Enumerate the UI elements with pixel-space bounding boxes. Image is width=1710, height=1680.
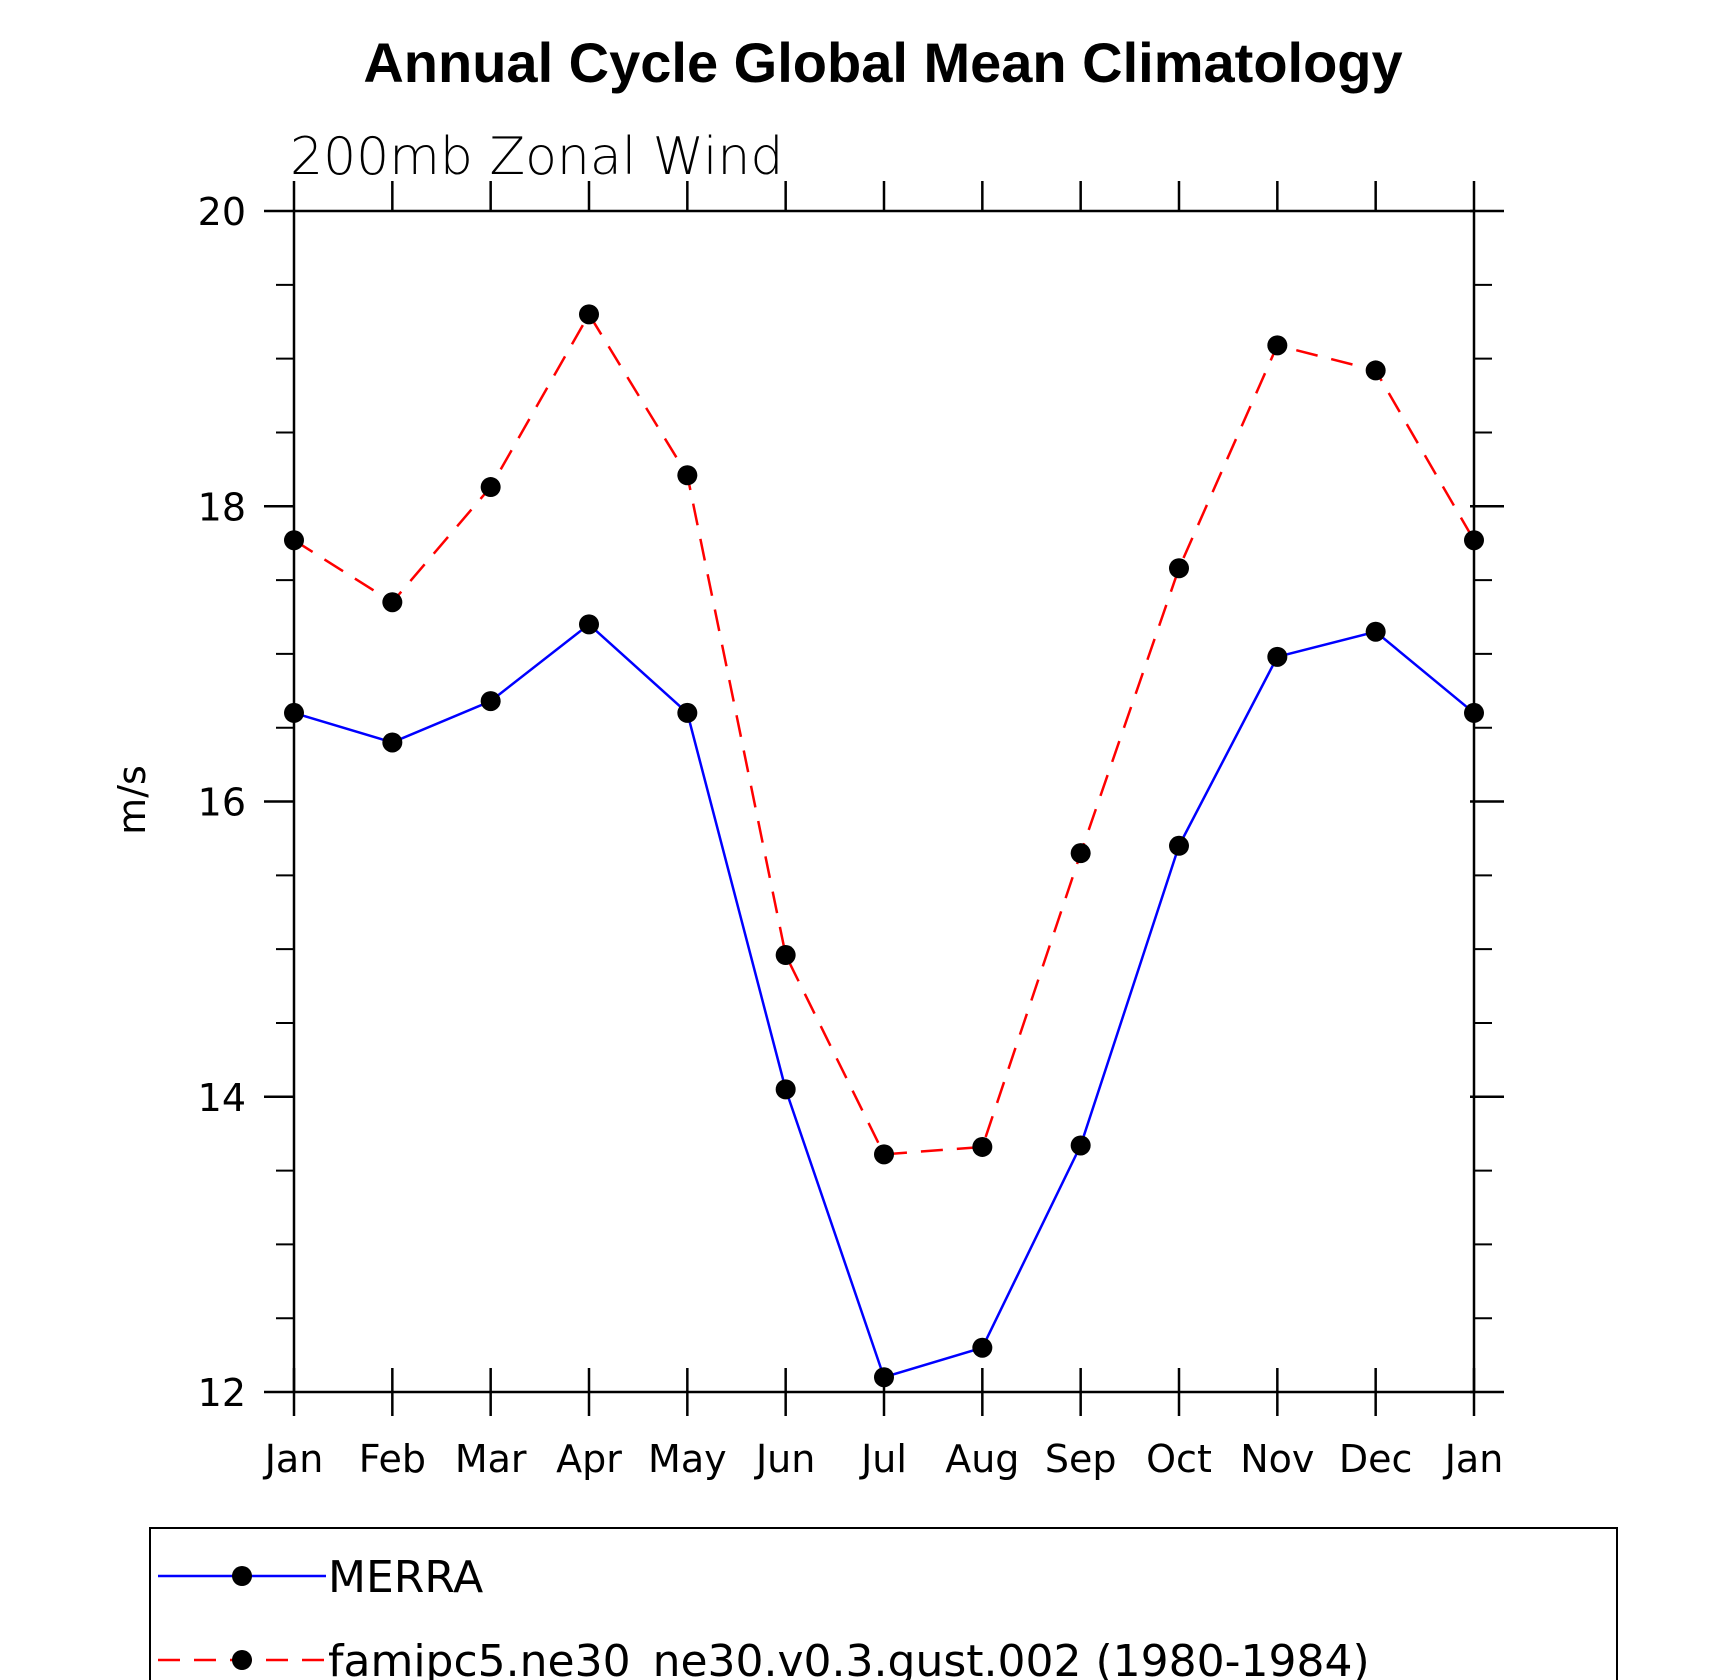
- legend-label: famipc5.ne30_ne30.v0.3.gust.002 (1980-19…: [328, 1636, 1370, 1680]
- legend-marker: [232, 1650, 252, 1670]
- x-tick-label: Nov: [1240, 1437, 1314, 1481]
- x-tick-label: Jun: [754, 1437, 815, 1481]
- x-tick-label: Jul: [859, 1437, 907, 1481]
- series-line-0: [293, 622, 1475, 1379]
- y-tick-label: 18: [198, 485, 246, 529]
- x-tick-label: May: [648, 1437, 727, 1481]
- data-point: [1365, 621, 1386, 642]
- plot-frame: [292, 209, 1476, 1394]
- data-point: [775, 945, 796, 966]
- y-tick-label: 16: [198, 781, 246, 825]
- x-tick-label: Jan: [1443, 1437, 1504, 1481]
- data-point: [1464, 530, 1484, 551]
- y-axis-label: m/s: [110, 765, 154, 835]
- data-point: [382, 732, 403, 753]
- data-point: [1267, 335, 1288, 356]
- y-tick-label: 20: [198, 190, 246, 234]
- data-point: [480, 691, 501, 712]
- data-point: [972, 1136, 993, 1157]
- x-tick-label: Aug: [945, 1437, 1019, 1481]
- data-point: [1267, 646, 1288, 667]
- chart-subtitle: 200mb Zonal Wind: [290, 127, 783, 187]
- data-point: [1365, 360, 1386, 381]
- x-tick-label: Oct: [1146, 1437, 1212, 1481]
- x-tick-label: Sep: [1045, 1437, 1117, 1481]
- y-tick-label: 12: [198, 1371, 246, 1415]
- data-point: [1070, 843, 1091, 864]
- data-point: [677, 465, 698, 486]
- x-tick-label: Apr: [556, 1437, 622, 1481]
- legend-marker: [232, 1566, 252, 1586]
- data-point: [1169, 558, 1189, 579]
- legend-box: [149, 1527, 1618, 1680]
- data-point: [284, 702, 304, 723]
- data-point: [579, 614, 599, 635]
- y-tick-label: 14: [198, 1076, 246, 1120]
- series-layer: [284, 304, 1484, 1388]
- data-point: [382, 592, 403, 613]
- data-point: [677, 702, 698, 723]
- legend: MERRA famipc5.ne30_ne30.v0.3.gust.002 (19…: [158, 1552, 1370, 1680]
- data-point: [284, 530, 304, 551]
- data-point: [874, 1144, 894, 1165]
- data-point: [775, 1079, 796, 1100]
- data-point: [480, 477, 501, 498]
- data-point: [1464, 702, 1484, 723]
- data-point: [972, 1337, 993, 1358]
- x-tick-label: Feb: [359, 1437, 426, 1481]
- legend-label: MERRA: [328, 1552, 483, 1603]
- x-tick-label: Mar: [455, 1437, 527, 1481]
- series-line-1: [293, 311, 1476, 1156]
- data-point: [874, 1367, 894, 1388]
- x-tick-label: Dec: [1339, 1437, 1413, 1481]
- data-point: [1070, 1135, 1091, 1156]
- data-point: [1169, 835, 1189, 856]
- chart-title: Annual Cycle Global Mean Climatology: [363, 31, 1402, 94]
- axes-layer: Jan Feb Mar Apr May Jun Jul Aug Sep Oct Nov Dec Jan 1…: [198, 181, 1504, 1481]
- data-point: [579, 304, 599, 325]
- x-tick-label: Jan: [263, 1437, 324, 1481]
